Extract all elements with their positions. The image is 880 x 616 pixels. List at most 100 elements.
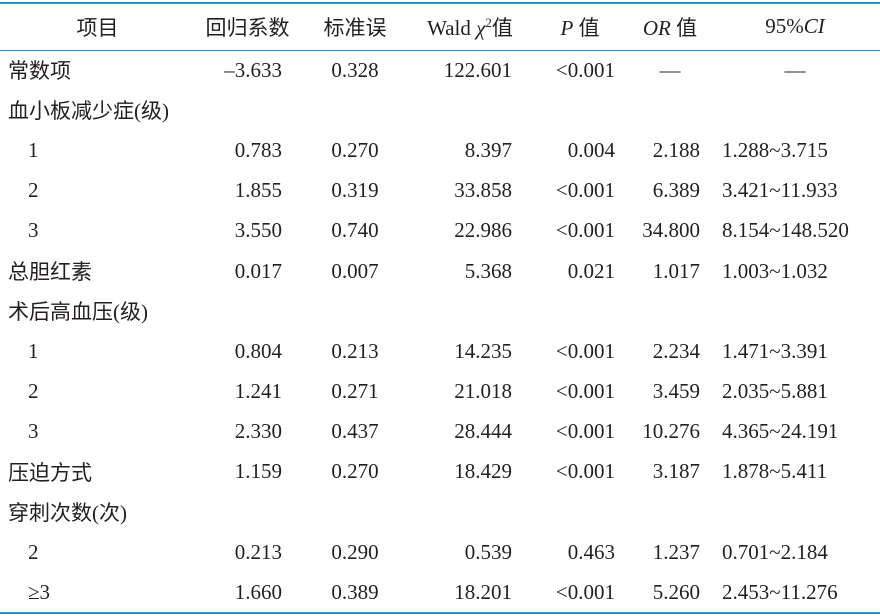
table-cell: 1.855 xyxy=(234,178,282,203)
table-cell: <0.001 xyxy=(555,178,615,203)
header-text: 值 xyxy=(670,15,698,40)
header-cell: 回归系数 xyxy=(195,3,300,50)
table-row: 2 0.213 0.290 0.539 0.463 1.237 0.701~2.184 xyxy=(0,532,880,572)
table-cell: 3 xyxy=(28,419,39,444)
table-cell: 1.471~3.391 xyxy=(722,338,828,363)
table-row: 2 1.855 0.319 33.858 <0.001 6.389 3.421~11.933 xyxy=(0,171,880,211)
table-cell: ≥3 xyxy=(28,579,51,604)
table-row: 压迫方式 1.159 0.270 18.429 <0.001 3.187 1.878~5.4… xyxy=(0,452,880,492)
table-cell: 1.878~5.411 xyxy=(722,459,828,484)
table-cell: 0.328 xyxy=(331,57,379,82)
header-text: P xyxy=(560,15,574,40)
table-cell: 2 xyxy=(28,539,39,564)
header-text: 值 xyxy=(573,15,600,40)
table-row: 3 2.330 0.437 28.444 <0.001 10.276 4.365~24.19… xyxy=(0,412,880,452)
table-row: 3 3.550 0.740 22.986 <0.001 34.800 8.154~148.5… xyxy=(0,211,880,251)
table-cell: 0.783 xyxy=(234,137,282,162)
table-cell: 8.397 xyxy=(464,137,512,162)
table-cell: 4.365~24.191 xyxy=(722,419,839,444)
table-cell: 18.429 xyxy=(454,459,512,484)
table-cell: <0.001 xyxy=(555,338,615,363)
table-cell: 常数项 xyxy=(8,59,71,84)
table-cell: 14.235 xyxy=(454,338,512,363)
table-cell: 0.319 xyxy=(331,178,379,203)
table-cell: 0.270 xyxy=(331,137,379,162)
table-cell: 22.986 xyxy=(454,218,512,243)
table-cell: 1 xyxy=(28,338,39,363)
table-cell: <0.001 xyxy=(555,459,615,484)
header-text: 标准误 xyxy=(323,15,387,40)
table-cell: 5.368 xyxy=(464,258,512,283)
table-row: 1 0.783 0.270 8.397 0.004 2.188 1.288~3.715 xyxy=(0,130,880,170)
table-cell: 2.453~11.276 xyxy=(722,579,838,604)
table-cell: <0.001 xyxy=(555,419,615,444)
table-cell: 3.550 xyxy=(234,218,282,243)
table-cell: — xyxy=(784,57,806,82)
table-cell: 0.701~2.184 xyxy=(722,539,828,564)
table-cell: 0.804 xyxy=(234,338,282,363)
table-cell: 8.154~148.520 xyxy=(722,218,849,243)
table-cell: 1 xyxy=(28,137,39,162)
table-cell: 0.021 xyxy=(567,258,615,283)
table-cell: 1.288~3.715 xyxy=(722,137,828,162)
table-cell: 34.800 xyxy=(642,218,700,243)
group-row: 血小板减少症(级) xyxy=(0,90,880,130)
table-cell: 2.035~5.881 xyxy=(722,379,828,404)
header-superscript: 2 xyxy=(485,14,492,30)
table-cell: 5.260 xyxy=(652,579,700,604)
header-cell: Wald χ2值 xyxy=(410,3,530,50)
table-row: 总胆红素 0.017 0.007 5.368 0.021 1.017 1.003~1.032 xyxy=(0,251,880,291)
table-row: 1 0.804 0.213 14.235 <0.001 2.234 1.471~3.391 xyxy=(0,331,880,371)
table-cell: –3.633 xyxy=(224,57,282,82)
table-cell: 2.330 xyxy=(234,419,282,444)
table-cell: 0.740 xyxy=(331,218,379,243)
header-text: 项目 xyxy=(76,15,119,40)
header-text: Wald xyxy=(427,15,477,40)
group-label: 穿刺次数(次) xyxy=(8,501,127,526)
table-cell: 0.290 xyxy=(331,539,379,564)
table-cell: 2.234 xyxy=(652,338,700,363)
header-text: 回归系数 xyxy=(205,15,290,40)
table-cell: 18.201 xyxy=(454,579,512,604)
table-cell: 122.601 xyxy=(443,57,512,82)
group-row: 穿刺次数(次) xyxy=(0,492,880,532)
table-cell: 0.437 xyxy=(331,419,379,444)
table-cell: 3.459 xyxy=(652,379,700,404)
table-cell: 总胆红素 xyxy=(8,260,92,285)
header-text: χ xyxy=(476,15,486,40)
header-text: 95% xyxy=(765,14,804,39)
table-cell: 0.539 xyxy=(464,539,512,564)
table-cell: 3.421~11.933 xyxy=(722,178,838,203)
group-label: 血小板减少症(级) xyxy=(8,99,169,124)
table-cell: <0.001 xyxy=(555,57,615,82)
table-body: 常数项 –3.633 0.328 122.601 <0.001— — 血小板减少症(级) 1 0… xyxy=(0,50,880,613)
group-row: 术后高血压(级) xyxy=(0,291,880,331)
table-cell: 10.276 xyxy=(642,419,700,444)
table-cell: 2.188 xyxy=(652,137,700,162)
header-text: OR xyxy=(642,15,671,40)
table-cell: 0.004 xyxy=(567,137,615,162)
table-cell: 1.241 xyxy=(234,379,282,404)
header-text: 值 xyxy=(491,15,513,40)
table-cell: 1.159 xyxy=(234,459,282,484)
table-row: ≥3 1.660 0.389 18.201 <0.001 5.260 2.453~11.27… xyxy=(0,572,880,612)
header-cell: 标准误 xyxy=(300,3,410,50)
table-cell: — xyxy=(659,57,681,82)
table-header: 项目 回归系数 标准误 Wald χ2值 P 值 OR 值 95%CI xyxy=(0,3,880,50)
table-cell: 21.018 xyxy=(454,379,512,404)
header-row: 项目 回归系数 标准误 Wald χ2值 P 值 OR 值 95%CI xyxy=(0,3,880,50)
table-row: 2 1.241 0.271 21.018 <0.001 3.459 2.035~5.881 xyxy=(0,372,880,412)
table-cell: 0.271 xyxy=(331,379,379,404)
table-cell: 2 xyxy=(28,379,39,404)
table-cell: 0.017 xyxy=(234,258,282,283)
header-cell: 项目 xyxy=(0,3,195,50)
table-cell: 28.444 xyxy=(454,419,512,444)
table-cell: <0.001 xyxy=(555,579,615,604)
header-text: CI xyxy=(803,14,825,39)
table-cell: 0.213 xyxy=(234,539,282,564)
table-row: 常数项 –3.633 0.328 122.601 <0.001 — — xyxy=(0,50,880,90)
table-cell: 3 xyxy=(28,218,39,243)
table-cell: 1.237 xyxy=(652,539,700,564)
